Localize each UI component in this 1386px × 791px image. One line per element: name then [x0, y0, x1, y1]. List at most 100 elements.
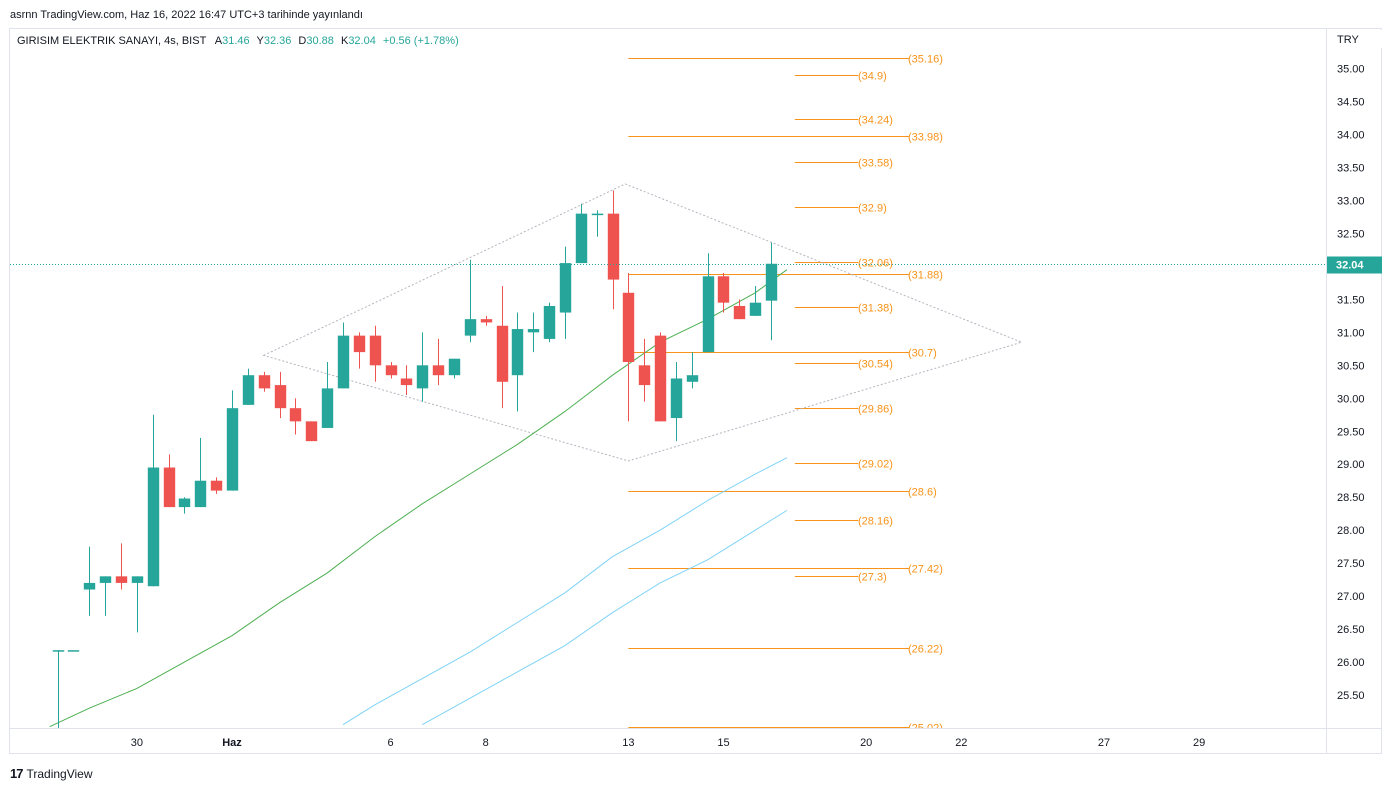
fib-label: (28.6): [908, 487, 937, 499]
candle-body: [686, 375, 699, 382]
time-axis: 30 Haz 6 8 13 15 20 22 27 29: [10, 728, 1381, 749]
candle-body: [511, 329, 524, 376]
time-tick-label: 30: [131, 737, 143, 749]
footer-brand[interactable]: 17 TradingView: [10, 766, 93, 781]
fib-label: (34.9): [858, 71, 887, 83]
price-tick-label: 31.50: [1337, 294, 1365, 306]
price-tick-label: 34.50: [1337, 97, 1365, 109]
ma-blue-line-lower: [421, 509, 788, 726]
fib-label: (27.3): [858, 572, 887, 584]
price-tick-label: 33.00: [1337, 195, 1365, 207]
fib-label: (28.16): [858, 516, 893, 528]
fib-label: (31.38): [858, 303, 893, 315]
fibonacci-levels: (35.16) (34.9) (34.24) (33.98) (33.58) (32.9)…: [628, 54, 943, 735]
candle-body: [67, 650, 80, 652]
close-label: K: [340, 35, 349, 47]
price-tick-label: 32.50: [1337, 228, 1365, 240]
fib-label: (29.86): [858, 404, 893, 416]
time-tick-label: 29: [1193, 737, 1205, 749]
candle-body: [670, 378, 683, 419]
candle-body: [131, 576, 144, 583]
open-label: A: [214, 35, 223, 47]
candle-body: [305, 421, 318, 442]
candle-body: [210, 480, 223, 491]
candle-body: [147, 467, 160, 587]
ma-green-line: [49, 269, 788, 728]
tradingview-logo-icon: 17: [10, 766, 24, 781]
price-tick-label: 29.00: [1337, 459, 1365, 471]
price-tick-label: 31.00: [1337, 327, 1365, 339]
ma-blue-line-upper: [342, 457, 788, 726]
candle-body: [749, 302, 762, 316]
time-tick-label: 15: [717, 737, 729, 749]
price-tick-label: 33.50: [1337, 162, 1365, 174]
candle-body: [321, 388, 334, 428]
candle-body: [178, 498, 191, 508]
candle-body: [52, 650, 65, 652]
diamond-outline: [262, 183, 1024, 462]
candle-body: [83, 582, 96, 590]
candle-body: [622, 292, 635, 363]
fib-label: (30.7): [908, 348, 937, 360]
fib-label: (25.02): [908, 723, 943, 735]
time-tick-label: Haz: [222, 737, 242, 749]
candle-body: [591, 213, 604, 216]
candle-body: [480, 319, 493, 323]
time-tick-label: 27: [1098, 737, 1110, 749]
candle-body: [353, 335, 366, 353]
currency-box: [1327, 30, 1382, 48]
price-tick-label: 25.50: [1337, 690, 1365, 702]
fib-label: (27.42): [908, 564, 943, 576]
chart-frame: [9, 28, 1382, 754]
fib-label: (30.54): [858, 359, 893, 371]
price-tick-label: 30.00: [1337, 393, 1365, 405]
candle-body: [242, 375, 255, 405]
candle-body: [115, 576, 128, 583]
candle-body: [733, 305, 746, 320]
open-value: 31.46: [222, 35, 250, 47]
candle-body: [448, 358, 461, 376]
brand-name: TradingView: [26, 766, 93, 781]
time-tick-label: 13: [622, 737, 634, 749]
high-label: Y: [256, 35, 264, 47]
candle-body: [385, 365, 398, 376]
candle-body: [432, 365, 445, 376]
candle-body: [717, 276, 730, 303]
candle-body: [163, 467, 176, 508]
price-tick-label: 27.50: [1337, 558, 1365, 570]
candle-body: [416, 365, 429, 389]
candle-body: [575, 213, 588, 264]
price-tick-label: 35.00: [1337, 64, 1365, 76]
candle-body: [559, 263, 572, 313]
change-value: +0.56 (+1.78%): [382, 35, 459, 47]
price-tick-label: 26.50: [1337, 624, 1365, 636]
candle-body: [226, 408, 239, 491]
candlesticks: [52, 190, 778, 728]
high-value: 32.36: [263, 35, 292, 47]
close-value: 32.04: [348, 35, 376, 47]
candle-body: [289, 408, 302, 422]
current-price-value: 32.04: [1336, 260, 1364, 272]
fib-label: (35.16): [908, 54, 943, 66]
moving-averages: [49, 269, 788, 728]
candle-body: [194, 480, 207, 508]
candle-body: [765, 263, 778, 301]
symbol-name: GIRISIM ELEKTRIK SANAYI, 4s, BIST: [17, 35, 207, 47]
candle-body: [369, 335, 382, 366]
publish-header: asrnn TradingView.com, Haz 16, 2022 16:4…: [10, 9, 363, 21]
price-tick-label: 26.00: [1337, 657, 1365, 669]
price-tick-label: 34.00: [1337, 130, 1365, 142]
candle-body: [258, 375, 271, 389]
time-tick-label: 6: [387, 737, 393, 749]
current-price-badge: [1327, 256, 1382, 274]
candle-body: [464, 319, 477, 336]
fib-label: (29.02): [858, 459, 893, 471]
candle-body: [400, 378, 413, 386]
candle-body: [543, 305, 556, 339]
fib-label: (32.06): [858, 258, 893, 270]
fib-label: (33.58): [858, 158, 893, 170]
candle-body: [274, 385, 287, 409]
candle-body: [702, 276, 715, 353]
fib-label: (31.88): [908, 270, 943, 282]
